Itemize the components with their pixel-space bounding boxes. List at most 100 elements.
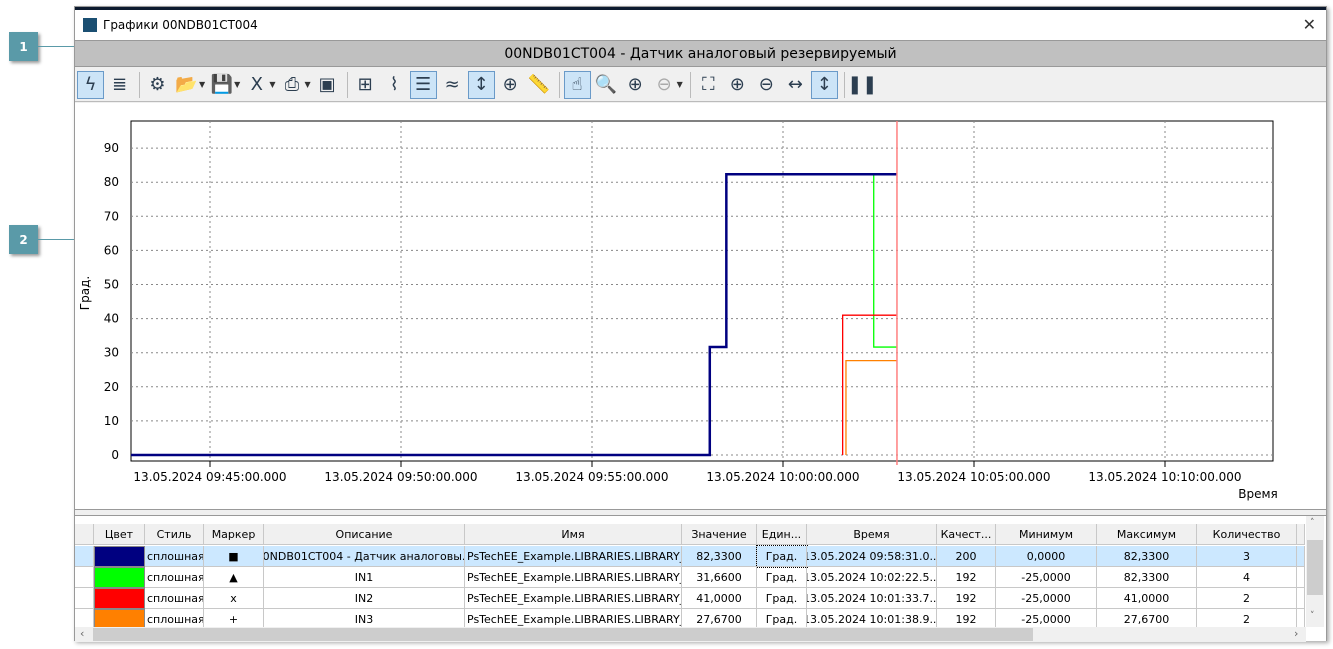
vertical-arrows-icon: ↕ [816,74,832,95]
cell-time: 13.05.2024 10:01:33.7... [807,588,937,609]
ruler-eu-button[interactable]: 📏 [526,71,553,99]
lightning-icon: ϟ [84,74,97,95]
title-bar: Графики 00NDB01CT004 ✕ [75,10,1326,40]
y-tick-label: 70 [104,209,119,223]
callout-line [38,46,74,47]
trend-icon: ≈ [444,74,460,95]
trend-button[interactable]: ≈ [439,71,466,99]
image-button[interactable]: ▣ [314,71,341,99]
dropdown-arrow-icon[interactable]: ▼ [234,80,241,89]
cell-style: сплошная [145,546,204,567]
chart-header: 00NDB01CT004 - Датчик аналоговый резерви… [75,40,1326,67]
pause-button[interactable]: ❚❚ [847,71,877,99]
signal-button[interactable]: ⌇ [381,71,408,99]
cell-min: 0,0000 [996,546,1097,567]
cell-marker: ■ [204,546,264,567]
list-button[interactable]: ☰ [409,70,437,99]
lightning-button[interactable]: ϟ [77,70,104,99]
series-line-3 [131,173,897,457]
scroll-down-icon[interactable]: ˅ [1310,611,1315,621]
cell-unit: Град. [756,545,808,568]
remove-marker-button[interactable]: ⊖ [651,71,678,99]
target-icon: ⊕ [502,74,518,95]
column-header[interactable]: Стиль [145,524,204,545]
table-row[interactable]: сплошная x IN2 PsTechEE_Example.LIBRARIES.L… [75,588,1305,609]
x-tick-label: 13.05.2024 10:05:00.000 [897,470,1050,484]
cell-quality: 192 [937,567,996,588]
toolbar-separator [689,71,691,98]
vertical-fit-button[interactable]: ↕ [467,70,495,99]
cell-value: 82,3300 [682,546,757,567]
close-button[interactable]: ✕ [1302,15,1316,34]
horizontal-arrows-button[interactable]: ↔ [782,71,809,99]
scroll-thumb[interactable] [93,628,1033,641]
y-tick-label: 10 [104,414,119,428]
dropdown-arrow-icon[interactable]: ▼ [269,80,276,89]
scroll-thumb[interactable] [1307,540,1323,595]
target-button[interactable]: ⊕ [497,71,524,99]
column-header[interactable]: Количество [1197,524,1297,545]
folder-open-button[interactable]: 📂 [173,71,200,99]
zoom-out-button[interactable]: ⊖ [753,71,780,99]
save-button[interactable]: 💾 [208,71,235,99]
y-tick-label: 60 [104,243,119,257]
vertical-scrollbar[interactable]: ˄ ˅ [1306,516,1324,627]
column-header[interactable]: Минимум [996,524,1097,545]
cell-marker: x [204,588,264,609]
color-swatch [94,588,145,609]
cell-time: 13.05.2024 09:58:31.0... [807,546,937,567]
ruler-eu-icon: 📏 [527,74,551,95]
hand-pointer-button[interactable]: ☝ [563,70,591,99]
print-button[interactable]: ⎙ [278,71,305,99]
column-header[interactable]: Цвет [94,524,145,545]
fit-all-button[interactable]: ⛶ [695,71,722,99]
scroll-right-icon[interactable]: › [1294,627,1299,640]
y-tick-label: 50 [104,278,119,292]
column-header[interactable]: Имя [465,524,682,545]
image-icon: ▣ [318,74,336,95]
column-header[interactable]: Качест... [937,524,996,545]
vertical-arrows-button[interactable]: ↕ [810,70,838,99]
database-button[interactable]: ≣ [106,71,133,99]
column-header[interactable]: Значение [682,524,757,545]
cell-name: PsTechEE_Example.LIBRARIES.LIBRARY_... [465,588,682,609]
series-table: Цвет Стиль Маркер Описание Имя Значение Един..… [75,515,1326,642]
scroll-left-icon[interactable]: ‹ [80,627,85,640]
app-logo-icon [83,18,97,32]
column-header[interactable]: Един... [757,524,807,545]
tree-button[interactable]: ⊞ [352,71,379,99]
row-header [75,546,94,567]
chart-panel[interactable]: 0 10 20 30 40 50 60 70 80 90 13.05.2024 09:45:00.0… [75,103,1326,510]
fit-all-icon: ⛶ [701,74,715,95]
column-header[interactable] [1297,524,1305,545]
chart-svg[interactable]: 0 10 20 30 40 50 60 70 80 90 13.05.2024 09:45:00.0… [75,103,1326,510]
toolbar-separator [139,71,140,98]
x-axis-label: Время [1238,487,1278,501]
x-tick-label: 13.05.2024 09:55:00.000 [515,470,668,484]
add-marker-button[interactable]: ⊕ [622,71,649,99]
column-header[interactable]: Время [807,524,937,545]
scroll-up-icon[interactable]: ˄ [1310,518,1315,528]
dropdown-arrow-icon[interactable]: ▼ [304,80,311,89]
gear-button[interactable]: ⚙ [144,71,171,99]
dropdown-arrow-icon[interactable]: ▼ [199,80,206,89]
table-row[interactable]: сплошная ■ 00NDB01CT004 - Датчик аналоговы… [75,545,1305,568]
column-header[interactable]: Маркер [204,524,264,545]
window-title: Графики 00NDB01CT004 [103,18,258,32]
column-header[interactable]: Максимум [1097,524,1197,545]
y-tick-label: 40 [104,312,119,326]
cell-time: 13.05.2024 10:02:22.5... [807,567,937,588]
column-header[interactable]: Описание [264,524,465,545]
magnifier-button[interactable]: 🔍 [593,71,620,99]
horizontal-scrollbar[interactable]: ‹ › [75,627,1306,642]
vertical-fit-icon: ↕ [473,74,489,95]
toolbar-separator [558,71,560,98]
dropdown-arrow-icon[interactable]: ▼ [676,80,683,89]
series-line-1 [842,314,897,455]
cell-min: -25,0000 [996,567,1097,588]
table-row[interactable]: сплошная ▲ IN1 PsTechEE_Example.LIBRARIES.L… [75,567,1305,588]
excel-button[interactable]: X [243,71,270,99]
zoom-in-button[interactable]: ⊕ [724,71,751,99]
column-header[interactable] [75,524,94,545]
cell-min: -25,0000 [996,588,1097,609]
